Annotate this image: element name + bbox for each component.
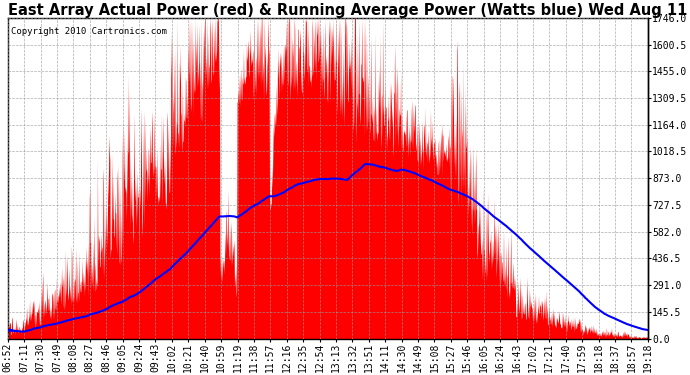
Text: East Array Actual Power (red) & Running Average Power (Watts blue) Wed Aug 11 19: East Array Actual Power (red) & Running … [8,3,690,18]
Text: Copyright 2010 Cartronics.com: Copyright 2010 Cartronics.com [11,27,167,36]
